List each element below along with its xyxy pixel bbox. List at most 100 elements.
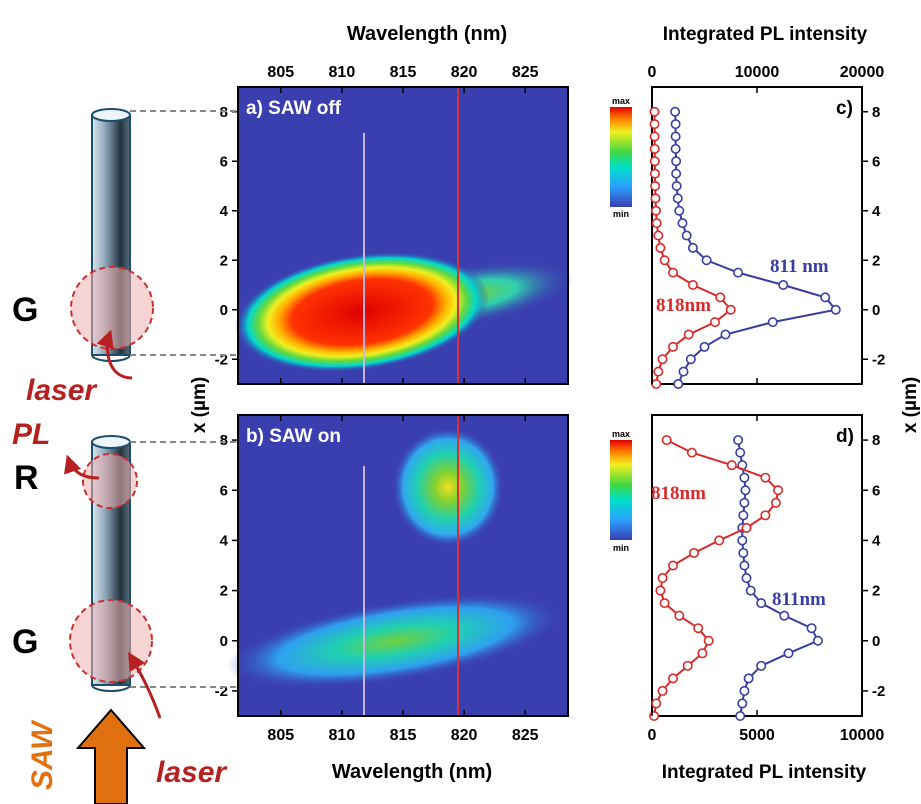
panel-c-data-point xyxy=(715,292,726,303)
profile-x-tick-label: 10000 xyxy=(735,64,780,81)
panel-c-data-point xyxy=(681,230,692,241)
panel-c-data-point xyxy=(687,242,698,253)
panel-c-data-point xyxy=(683,329,694,340)
panel-c-data-point xyxy=(725,304,736,315)
panel-c-data-point xyxy=(767,317,778,328)
colorbar-b xyxy=(610,440,632,540)
panel-c-data-point xyxy=(685,354,696,365)
panel-d-red-label: 818nm xyxy=(651,483,706,504)
panel-d-data-point xyxy=(738,547,749,558)
panel-d-data-point xyxy=(772,485,783,496)
panel-d-data-point xyxy=(733,435,744,446)
panel-d-data-point xyxy=(760,510,771,521)
panel-c-data-point xyxy=(657,354,668,365)
panel-c-data-point xyxy=(650,181,661,192)
profile-y-tick-label: 0 xyxy=(872,302,880,319)
panel-d-data-point xyxy=(745,585,756,596)
panel-c-data-point xyxy=(672,193,683,204)
panel-d-data-point xyxy=(686,447,697,458)
panel-c-data-point xyxy=(720,329,731,340)
heatmap-a-title: a) SAW off xyxy=(246,98,342,119)
pl-arrow xyxy=(64,454,100,480)
heatmap-y-tick-label: 8 xyxy=(220,104,228,121)
panel-c-data-point xyxy=(701,255,712,266)
profile-y-tick-label: 6 xyxy=(872,153,880,170)
laser-arrow-top xyxy=(96,329,133,380)
intensity-top-label: Integrated PL intensity xyxy=(663,24,868,45)
heatmap-y-tick-label: 0 xyxy=(220,633,228,650)
heatmap-x-tick-label: 810 xyxy=(329,64,356,81)
heatmap-b-title: b) SAW on xyxy=(246,426,341,447)
panel-c-data-point xyxy=(678,366,689,377)
panel-d-data-point xyxy=(726,460,737,471)
panel-c-data-point xyxy=(699,341,710,352)
panel-c-data-point xyxy=(651,218,662,229)
panel-c-data-point xyxy=(651,378,662,389)
panel-c-data-point xyxy=(670,119,681,130)
panel-d-data-point xyxy=(655,585,666,596)
panel-d-data-point xyxy=(737,698,748,709)
heatmap-x-tick-label: 825 xyxy=(512,64,539,81)
heatmap-x-tick-label: 815 xyxy=(390,727,417,744)
panel-c-data-point xyxy=(709,317,720,328)
nanowire-top xyxy=(91,108,131,362)
heatmap-x-tick-label: 805 xyxy=(267,727,294,744)
panel-c-data-point xyxy=(659,255,670,266)
colorbar-b-max: max xyxy=(612,429,630,439)
profile-y-tick-label: 8 xyxy=(872,432,880,449)
panel-d-data-point xyxy=(806,623,817,634)
panel-d-data-point xyxy=(739,472,750,483)
panel-c-data-point xyxy=(650,193,661,204)
heatmap-y-tick-label: 8 xyxy=(220,432,228,449)
label-G-bottom: G xyxy=(12,623,38,661)
heatmap-y-tick-label: 4 xyxy=(220,532,229,549)
profile-y-tick-label: 4 xyxy=(872,203,881,220)
panel-d-data-point xyxy=(738,510,749,521)
intensity-bottom-label: Integrated PL intensity xyxy=(662,762,867,783)
panel-d-data-point xyxy=(657,685,668,696)
colorbar-a-max: max xyxy=(612,96,630,106)
panel-c-data-point xyxy=(653,230,664,241)
panel-d-data-point xyxy=(756,660,767,671)
heatmap-x-tick-label: 820 xyxy=(451,64,478,81)
label-laser-top: laser xyxy=(26,374,98,407)
heatmap-x-tick-label: 815 xyxy=(390,64,417,81)
label-R: R xyxy=(14,459,39,497)
panel-d-data-point xyxy=(756,598,767,609)
profile-y-tick-label: -2 xyxy=(872,351,885,368)
profile-y-tick-label: 4 xyxy=(872,532,881,549)
profile-x-tick-label: 20000 xyxy=(840,64,885,81)
panel-d-data-point xyxy=(737,535,748,546)
panel-c-data-point xyxy=(671,156,682,167)
heatmap-y-tick-label: 4 xyxy=(220,203,229,220)
label-SAW: SAW xyxy=(26,719,59,790)
panel-c-data-point xyxy=(667,341,678,352)
panel-d-data-point xyxy=(674,610,685,621)
panel-d-data-point xyxy=(741,522,752,533)
profile-x-tick-label: 5000 xyxy=(739,727,775,744)
panel-c-data-point xyxy=(778,279,789,290)
panel-c-data-point xyxy=(670,131,681,142)
panel-c-data-point xyxy=(670,106,681,117)
panel-d-data-point xyxy=(649,710,660,721)
panel-c-data-point xyxy=(687,279,698,290)
panel-c-label: c) xyxy=(836,98,853,119)
heatmap-x-tick-label: 805 xyxy=(267,64,294,81)
panel-c-data-point xyxy=(820,292,831,303)
panel-c-data-point xyxy=(674,205,685,216)
panel-d-data-point xyxy=(770,497,781,508)
panel-d-data-point xyxy=(812,635,823,646)
panel-c-data-point xyxy=(733,267,744,278)
panel-d-data-point xyxy=(657,573,668,584)
heatmap-b-spot-top xyxy=(392,427,504,547)
panel-d-blue-label: 811nm xyxy=(772,589,826,610)
profile-x-tick-label: 0 xyxy=(648,64,657,81)
panel-d-data-point xyxy=(739,497,750,508)
panel-d-data-point xyxy=(667,673,678,684)
panel-d-data-point xyxy=(735,710,746,721)
panel-d-data-point xyxy=(703,635,714,646)
panel-c-red-label: 818nm xyxy=(656,295,711,316)
heatmap-y-tick-label: 0 xyxy=(220,302,228,319)
